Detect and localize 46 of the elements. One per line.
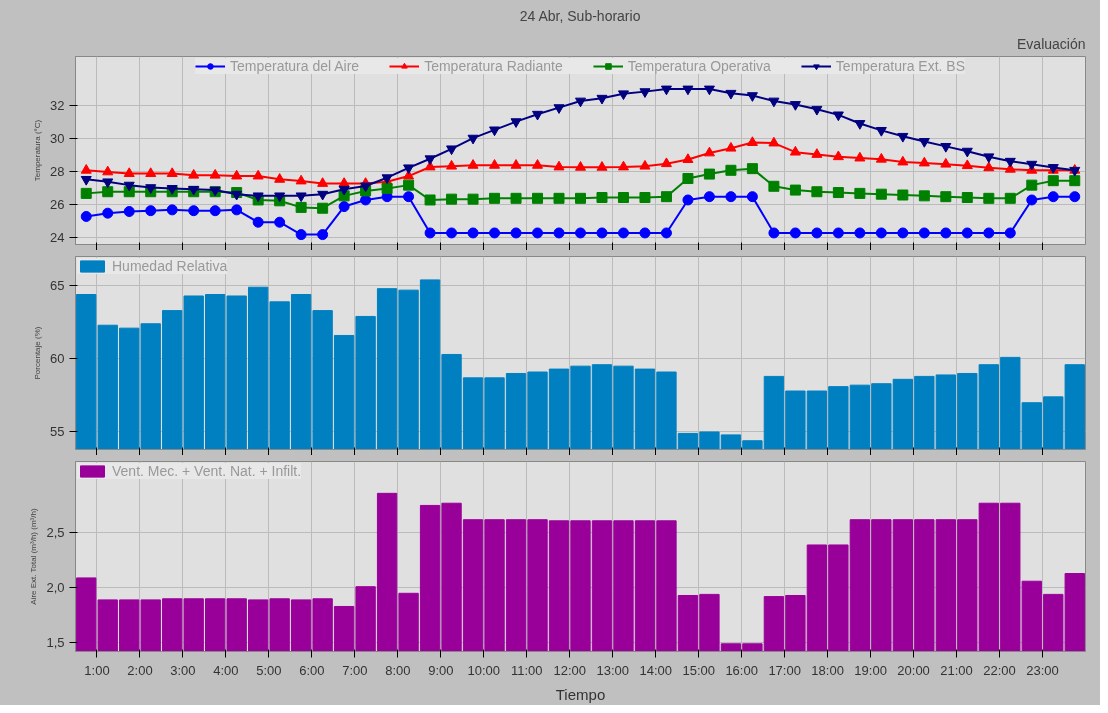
- x-tick-label: 8:00: [385, 662, 411, 678]
- x-tick-label: 20:00: [897, 662, 930, 678]
- x-tick-label: 5:00: [256, 662, 282, 678]
- x-tick-label: 11:00: [510, 662, 543, 678]
- y-tick-label: 26: [50, 197, 65, 213]
- y-tick-label: 32: [50, 98, 65, 114]
- legend-label: Temperatura Radiante: [424, 58, 563, 74]
- y-tick-label: 55: [50, 424, 65, 440]
- y-tick-label: 65: [50, 278, 65, 294]
- y-axis-title: Temperatura (°C): [33, 119, 43, 182]
- chart-title: 24 Abr, Sub-horario: [519, 7, 641, 24]
- x-tick-label: 16:00: [725, 662, 758, 678]
- y-axis-title: Aire Ext. Total (m³/h) (m³/h): [29, 508, 39, 605]
- y-tick-label: 24: [50, 230, 65, 246]
- x-tick-label: 10:00: [467, 662, 501, 678]
- y-tick-label: 1,5: [46, 635, 65, 651]
- legend-label: Temperatura del Aire: [229, 58, 360, 74]
- x-tick-label: 13:00: [596, 662, 630, 678]
- legend-label: Vent. Mec. + Vent. Nat. + Infilt.: [112, 463, 302, 479]
- x-tick-label: 3:00: [170, 662, 196, 678]
- x-tick-label: 1:00: [84, 662, 110, 678]
- x-tick-label: 21:00: [940, 662, 973, 678]
- x-axis-title: Tiempo: [555, 685, 606, 703]
- x-tick-label: 6:00: [299, 662, 325, 678]
- text: Evaluación: [1017, 35, 1086, 52]
- legend-label: Temperatura Operativa: [627, 58, 771, 74]
- y-tick-label: 60: [50, 351, 65, 367]
- x-tick-label: 17:00: [768, 662, 801, 678]
- y-axis-title: Porcentaje (%): [33, 326, 43, 380]
- x-tick-label: 15:00: [682, 662, 715, 678]
- x-tick-label: 19:00: [854, 662, 887, 678]
- x-tick-label: 7:00: [342, 662, 368, 678]
- x-tick-label: 9:00: [428, 662, 454, 678]
- legend-label: Humedad Relativa: [112, 258, 228, 274]
- x-tick-label: 12:00: [553, 662, 587, 678]
- x-tick-label: 23:00: [1026, 662, 1059, 678]
- x-tick-label: 18:00: [811, 662, 844, 678]
- x-tick-label: 22:00: [983, 662, 1016, 678]
- legend-label: Temperatura Ext. BS: [835, 58, 966, 74]
- y-tick-label: 28: [50, 164, 65, 180]
- x-tick-label: 4:00: [213, 662, 239, 678]
- y-tick-label: 30: [50, 131, 65, 147]
- x-tick-label: 14:00: [639, 662, 672, 678]
- y-tick-label: 2,0: [46, 580, 65, 596]
- x-tick-label: 2:00: [127, 662, 153, 678]
- y-tick-label: 2,5: [46, 525, 65, 541]
